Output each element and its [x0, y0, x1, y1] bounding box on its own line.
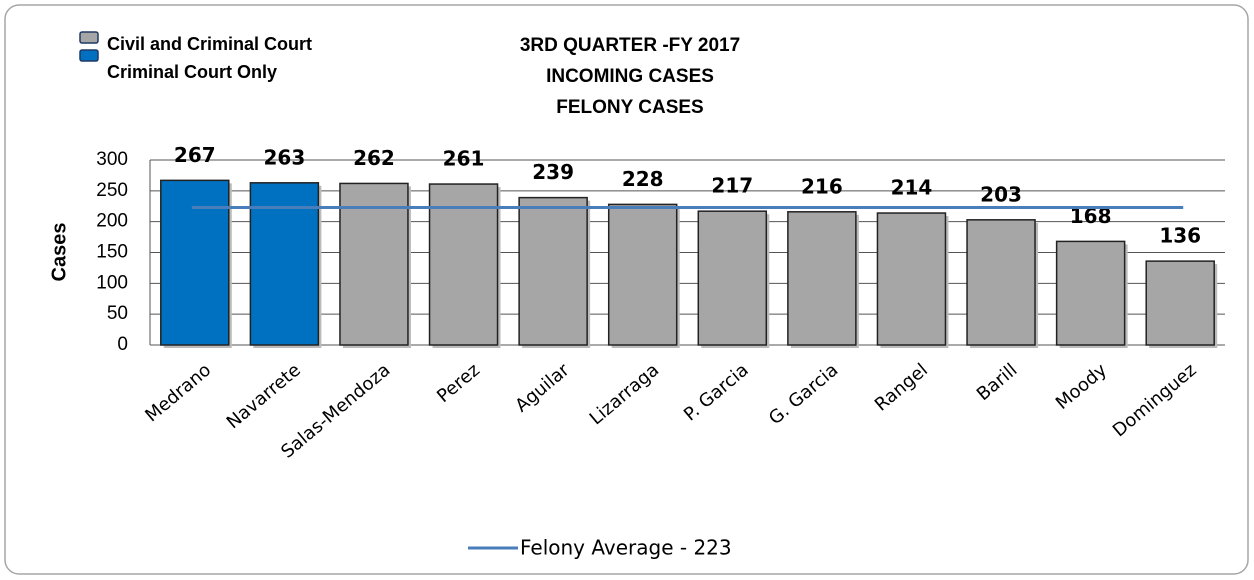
value-label: 263 [264, 145, 306, 169]
legend-swatch [79, 31, 99, 44]
bar [697, 210, 768, 346]
y-tick-label: 150 [96, 242, 128, 263]
y-tick-label: 100 [96, 272, 128, 293]
y-tick-label: 250 [96, 180, 128, 201]
value-label: 261 [443, 147, 485, 171]
legend-label: Civil and Criminal Court [107, 34, 312, 54]
bar [876, 212, 947, 346]
bar [966, 219, 1036, 346]
bar [428, 183, 499, 346]
chart-title: FELONY CASES [556, 97, 703, 118]
bar [339, 182, 409, 346]
y-axis-label: Cases [48, 223, 70, 282]
legend-label: Felony Average - 223 [520, 536, 732, 560]
chart-title: 3RD QUARTER -FY 2017 [520, 35, 740, 56]
bar [787, 211, 857, 346]
legend-label: Criminal Court Only [107, 62, 277, 82]
bar [607, 203, 678, 346]
legend-swatch [79, 49, 99, 62]
value-label: 267 [174, 143, 216, 167]
bar [1145, 260, 1215, 346]
value-label: 262 [353, 146, 395, 170]
bar [160, 179, 230, 346]
value-label: 214 [891, 176, 933, 200]
y-tick-label: 300 [96, 149, 128, 170]
y-tick-label: 50 [107, 303, 128, 324]
bar [518, 196, 588, 346]
chart-title: INCOMING CASES [546, 66, 714, 87]
value-label: 216 [801, 174, 843, 198]
y-tick-label: 0 [117, 334, 128, 355]
y-tick-label: 200 [96, 211, 128, 232]
value-label: 136 [1159, 224, 1201, 248]
bar [1055, 240, 1126, 346]
value-label: 203 [980, 182, 1022, 206]
value-label: 239 [532, 160, 574, 184]
value-label: 217 [711, 174, 753, 198]
value-label: 228 [622, 167, 664, 191]
bar [249, 182, 320, 346]
